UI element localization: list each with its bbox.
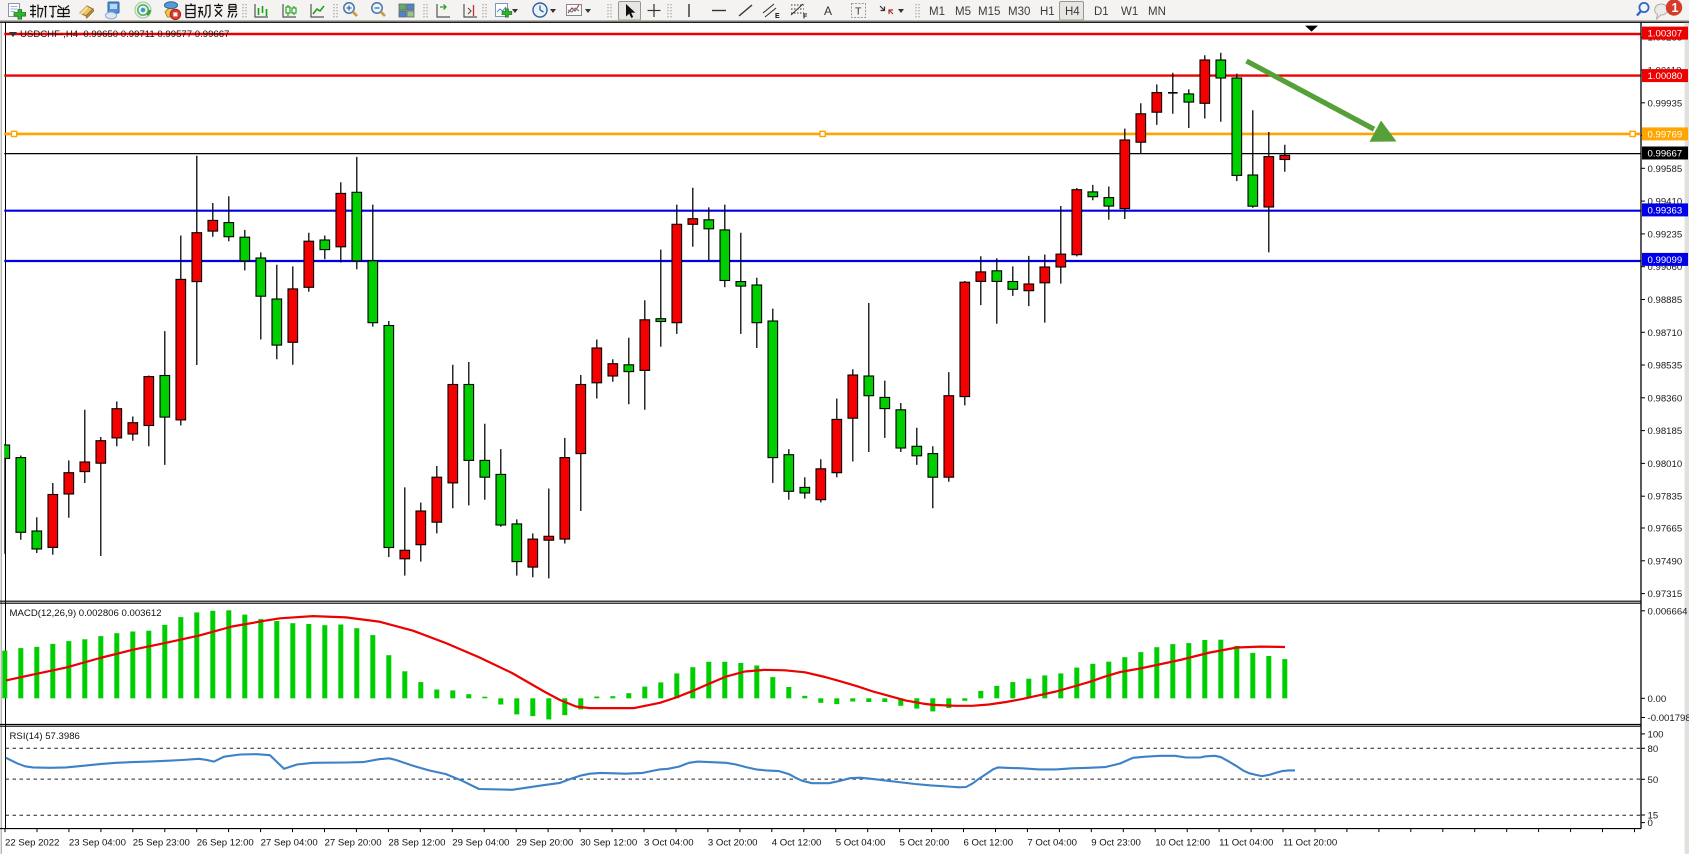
svg-text:0.99099: 0.99099 [1648, 255, 1683, 266]
svg-text:1.00307: 1.00307 [1648, 29, 1683, 40]
svg-text:23 Sep 04:00: 23 Sep 04:00 [69, 837, 126, 848]
svg-text:0.99769: 0.99769 [1648, 129, 1683, 140]
svg-text:80: 80 [1648, 744, 1659, 755]
svg-text:D1: D1 [1094, 6, 1109, 18]
svg-text:MACD(12,26,9) 0.002806 0.00361: MACD(12,26,9) 0.002806 0.003612 [10, 608, 162, 619]
svg-text:0.006664: 0.006664 [1648, 606, 1689, 617]
svg-text:27 Sep 20:00: 27 Sep 20:00 [325, 837, 382, 848]
svg-text:USDCHF-,H4 0.99650 0.99711 0.: USDCHF-,H4 0.99650 0.99711 0.99577 0.996… [20, 29, 229, 40]
svg-text:A: A [824, 4, 832, 18]
svg-text:30 Sep 12:00: 30 Sep 12:00 [580, 837, 637, 848]
svg-text:0.99410: 0.99410 [1648, 197, 1683, 208]
svg-text:M1: M1 [929, 6, 945, 18]
svg-text:0.99363: 0.99363 [1648, 205, 1683, 216]
svg-text:3 Oct 04:00: 3 Oct 04:00 [644, 837, 694, 848]
svg-text:0.98885: 0.98885 [1648, 295, 1683, 306]
svg-text:0.97490: 0.97490 [1648, 556, 1683, 567]
svg-text:6 Oct 12:00: 6 Oct 12:00 [964, 837, 1014, 848]
svg-text:3 Oct 20:00: 3 Oct 20:00 [708, 837, 758, 848]
svg-text:5 Oct 04:00: 5 Oct 04:00 [836, 837, 886, 848]
svg-text:4 Oct 12:00: 4 Oct 12:00 [772, 837, 822, 848]
svg-text:0.97835: 0.97835 [1648, 492, 1683, 503]
svg-text:0.97665: 0.97665 [1648, 524, 1683, 535]
svg-text:10 Oct 12:00: 10 Oct 12:00 [1155, 837, 1210, 848]
svg-text:0.98535: 0.98535 [1648, 361, 1683, 372]
svg-text:27 Sep 04:00: 27 Sep 04:00 [261, 837, 318, 848]
svg-text:25 Sep 23:00: 25 Sep 23:00 [133, 837, 190, 848]
svg-text:11 Oct 20:00: 11 Oct 20:00 [1283, 837, 1337, 848]
svg-text:5 Oct 20:00: 5 Oct 20:00 [900, 837, 950, 848]
svg-text:15: 15 [1648, 811, 1659, 822]
svg-text:0.98185: 0.98185 [1648, 426, 1683, 437]
svg-text:H4: H4 [1065, 6, 1080, 18]
svg-text:7 Oct 04:00: 7 Oct 04:00 [1027, 837, 1077, 848]
svg-text:RSI(14) 57.3986: RSI(14) 57.3986 [10, 731, 80, 742]
svg-text:0.98360: 0.98360 [1648, 393, 1683, 404]
svg-text:E: E [775, 13, 780, 20]
svg-text:50: 50 [1648, 775, 1659, 786]
svg-text:22 Sep 2022: 22 Sep 2022 [5, 837, 59, 848]
svg-text:29 Sep 20:00: 29 Sep 20:00 [516, 837, 573, 848]
svg-text:0: 0 [1648, 818, 1653, 829]
svg-text:0.97315: 0.97315 [1648, 589, 1683, 600]
svg-text:W1: W1 [1121, 6, 1138, 18]
svg-text:100: 100 [1648, 729, 1664, 740]
svg-text:11 Oct 04:00: 11 Oct 04:00 [1219, 837, 1273, 848]
svg-text:0.00: 0.00 [1648, 694, 1667, 705]
svg-text:0.99585: 0.99585 [1648, 164, 1683, 175]
svg-text:29 Sep 04:00: 29 Sep 04:00 [452, 837, 509, 848]
svg-text:0.98010: 0.98010 [1648, 459, 1683, 470]
svg-text:M30: M30 [1008, 6, 1030, 18]
svg-text:H1: H1 [1040, 6, 1055, 18]
svg-text:0.98710: 0.98710 [1648, 328, 1683, 339]
svg-text:0.99235: 0.99235 [1648, 229, 1683, 240]
svg-text:26 Sep 12:00: 26 Sep 12:00 [197, 837, 254, 848]
svg-text:1.00080: 1.00080 [1648, 71, 1683, 82]
svg-text:T: T [855, 6, 862, 18]
svg-text:9 Oct 23:00: 9 Oct 23:00 [1091, 837, 1141, 848]
svg-text:-0.001798: -0.001798 [1648, 713, 1689, 724]
svg-text:M5: M5 [955, 6, 971, 18]
svg-text:28 Sep 12:00: 28 Sep 12:00 [388, 837, 445, 848]
svg-text:1: 1 [1672, 1, 1679, 15]
svg-text:M15: M15 [978, 6, 1000, 18]
svg-text:0.99935: 0.99935 [1648, 98, 1683, 109]
svg-text:0.99060: 0.99060 [1648, 262, 1683, 273]
svg-text:F: F [803, 14, 808, 21]
svg-text:0.99667: 0.99667 [1648, 149, 1683, 160]
svg-text:MN: MN [1148, 6, 1166, 18]
